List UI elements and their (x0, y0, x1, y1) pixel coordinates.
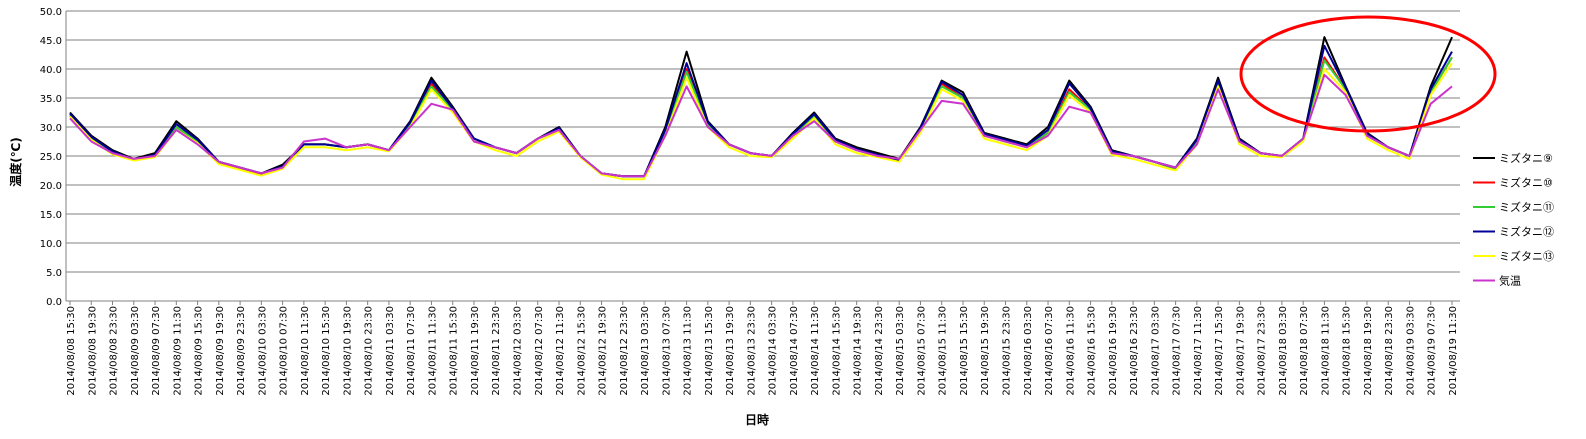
x-tick-label: 2014/08/19 11:30 (1448, 306, 1459, 396)
x-tick-label: 2014/08/13 19:30 (725, 306, 736, 396)
x-axis-tick-labels: 2014/08/08 15:30 2014/08/08 19:30 2014/08/… (66, 301, 1459, 396)
x-tick-label: 2014/08/13 15:30 (704, 306, 715, 396)
x-tick-label: 2014/08/12 07:30 (534, 306, 545, 396)
x-tick-label: 2014/08/16 11:30 (1065, 306, 1076, 396)
legend-label: 気温 (1499, 274, 1521, 288)
x-tick-label: 2014/08/13 23:30 (746, 306, 757, 396)
series-line-3 (69, 56, 1453, 178)
x-tick-label: 2014/08/17 19:30 (1235, 306, 1246, 396)
x-tick-label: 2014/08/18 15:30 (1342, 306, 1353, 396)
x-tick-label: 2014/08/09 15:30 (194, 306, 205, 396)
x-tick-label: 2014/08/10 07:30 (279, 306, 290, 396)
x-tick-label: 2014/08/08 15:30 (66, 306, 77, 396)
x-tick-label: 2014/08/17 07:30 (1172, 306, 1183, 396)
y-axis-tick-labels: 0.0 5.0 10.0 15.0 20.0 25.0 30.0 35.0 40.0 45.0 50… (40, 7, 62, 308)
x-tick-label: 2014/08/11 19:30 (470, 306, 481, 396)
x-tick-label: 2014/08/13 03:30 (640, 306, 651, 396)
y-tick-label: 50.0 (40, 7, 62, 18)
y-tick-label: 0.0 (46, 297, 62, 308)
x-tick-label: 2014/08/15 07:30 (916, 306, 927, 396)
x-tick-label: 2014/08/09 07:30 (151, 306, 162, 396)
x-tick-label: 2014/08/14 07:30 (789, 306, 800, 396)
x-tick-label: 2014/08/14 15:30 (831, 306, 842, 396)
y-tick-label: 25.0 (40, 152, 62, 163)
x-tick-label: 2014/08/17 15:30 (1214, 306, 1225, 396)
x-tick-label: 2014/08/18 23:30 (1384, 306, 1395, 396)
legend-label: ミズタニ⑩ (1499, 176, 1553, 190)
x-tick-label: 2014/08/18 19:30 (1363, 306, 1374, 396)
x-tick-label: 2014/08/16 07:30 (1044, 306, 1055, 396)
x-tick-label: 2014/08/09 19:30 (215, 306, 226, 396)
x-tick-label: 2014/08/10 23:30 (364, 306, 375, 396)
x-tick-label: 2014/08/19 03:30 (1405, 306, 1416, 396)
x-tick-label: 2014/08/08 19:30 (87, 306, 98, 396)
x-tick-label: 2014/08/15 15:30 (959, 306, 970, 396)
x-tick-label: 2014/08/10 03:30 (257, 306, 268, 396)
x-tick-label: 2014/08/18 03:30 (1278, 306, 1289, 396)
x-tick-label: 2014/08/12 15:30 (576, 306, 587, 396)
x-tick-label: 2014/08/15 23:30 (1002, 306, 1013, 396)
x-tick-label: 2014/08/14 23:30 (874, 306, 885, 396)
x-tick-label: 2014/08/15 19:30 (980, 306, 991, 396)
y-tick-label: 40.0 (40, 65, 62, 76)
y-axis-title: 温度(℃) (8, 137, 23, 187)
x-tick-label: 2014/08/19 07:30 (1427, 306, 1438, 396)
y-tick-label: 30.0 (40, 123, 62, 134)
x-tick-label: 2014/08/10 19:30 (342, 306, 353, 396)
y-tick-label: 10.0 (40, 239, 62, 250)
x-tick-label: 2014/08/18 11:30 (1320, 306, 1331, 396)
x-tick-label: 2014/08/11 11:30 (427, 306, 438, 396)
x-tick-label: 2014/08/13 07:30 (661, 306, 672, 396)
x-tick-label: 2014/08/16 03:30 (1023, 306, 1034, 396)
x-tick-label: 2014/08/12 03:30 (512, 306, 523, 396)
series-line-6 (69, 73, 1453, 178)
x-tick-label: 2014/08/16 15:30 (1087, 306, 1098, 396)
y-tick-label: 15.0 (40, 210, 62, 221)
y-tick-label: 5.0 (46, 268, 62, 279)
x-tick-label: 2014/08/09 03:30 (130, 306, 141, 396)
x-tick-label: 2014/08/16 23:30 (1129, 306, 1140, 396)
series-lines (69, 36, 1453, 181)
x-tick-label: 2014/08/11 15:30 (449, 306, 460, 396)
x-tick-label: 2014/08/09 11:30 (172, 306, 183, 396)
x-axis-title: 日時 (745, 412, 769, 427)
x-tick-label: 2014/08/12 23:30 (619, 306, 630, 396)
series-line-5 (69, 62, 1453, 181)
x-tick-label: 2014/08/17 03:30 (1150, 306, 1161, 396)
legend: ミズタニ⑨ ミズタニ⑩ ミズタニ⑪ ミズタニ⑫ ミズタニ⑬ 気温 (1473, 151, 1554, 288)
legend-label: ミズタニ⑫ (1499, 225, 1554, 239)
legend-label: ミズタニ⑪ (1499, 200, 1554, 214)
x-tick-label: 2014/08/14 03:30 (768, 306, 779, 396)
legend-label: ミズタニ⑨ (1499, 151, 1553, 165)
x-tick-label: 2014/08/10 15:30 (321, 306, 332, 396)
x-tick-label: 2014/08/08 23:30 (109, 306, 120, 396)
x-tick-label: 2014/08/12 19:30 (598, 306, 609, 396)
series-line-2 (69, 56, 1453, 178)
x-tick-label: 2014/08/15 03:30 (895, 306, 906, 396)
highlight-ellipse (1239, 15, 1497, 133)
x-tick-label: 2014/08/16 19:30 (1108, 306, 1119, 396)
y-tick-label: 35.0 (40, 94, 62, 105)
y-tick-label: 45.0 (40, 36, 62, 47)
x-tick-label: 2014/08/17 11:30 (1193, 306, 1204, 396)
x-tick-label: 2014/08/12 11:30 (555, 306, 566, 396)
legend-label: ミズタニ⑬ (1499, 249, 1554, 263)
x-tick-label: 2014/08/11 03:30 (385, 306, 396, 396)
x-tick-label: 2014/08/18 07:30 (1299, 306, 1310, 396)
x-tick-label: 2014/08/10 11:30 (300, 306, 311, 396)
x-tick-label: 2014/08/11 07:30 (406, 306, 417, 396)
x-tick-label: 2014/08/17 23:30 (1257, 306, 1268, 396)
x-tick-label: 2014/08/14 11:30 (810, 306, 821, 396)
y-tick-label: 20.0 (40, 181, 62, 192)
x-tick-label: 2014/08/15 11:30 (938, 306, 949, 396)
x-tick-label: 2014/08/14 19:30 (853, 306, 864, 396)
x-tick-label: 2014/08/13 11:30 (683, 306, 694, 396)
x-tick-label: 2014/08/09 23:30 (236, 306, 247, 396)
x-tick-label: 2014/08/11 23:30 (491, 306, 502, 396)
